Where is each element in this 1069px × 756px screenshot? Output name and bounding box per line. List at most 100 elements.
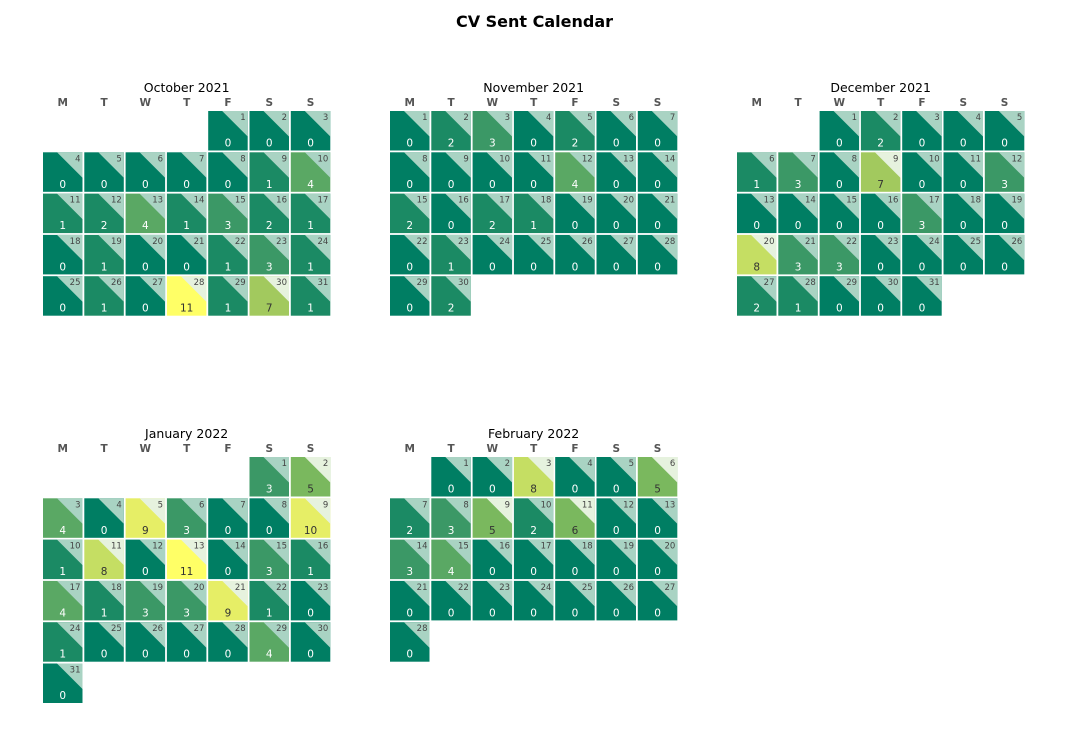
day-cell: 13 0: [737, 193, 777, 234]
day-value: 2: [877, 138, 884, 150]
day-corner: [998, 152, 1025, 178]
weekday-label: F: [224, 443, 231, 455]
day-value: 7: [877, 179, 884, 191]
day-corner: [751, 276, 777, 302]
day-cell: 29 1: [208, 276, 248, 316]
day-value: 0: [753, 220, 760, 232]
day-cell: 13 0: [637, 498, 678, 538]
day-cell: 22: [860, 111, 901, 151]
day-number: 12: [623, 500, 634, 510]
day-cell: 22: [431, 111, 471, 151]
day-corner: [445, 580, 471, 607]
weekday-label: T: [447, 97, 455, 109]
day-cell: 23 1: [431, 234, 471, 275]
day-corner: [957, 111, 983, 137]
day-corner: [445, 457, 471, 483]
day-number: 16: [888, 196, 899, 206]
day-number: 8: [463, 500, 468, 510]
day-number: 23: [888, 237, 899, 247]
day-number: 8: [282, 500, 287, 510]
day-corner: [222, 498, 248, 524]
day-value: 4: [307, 179, 314, 191]
day-cell: 25 0: [555, 580, 595, 621]
day-corner: [222, 622, 248, 648]
day-value: 0: [530, 138, 537, 150]
day-cell: 23 0: [290, 580, 331, 621]
day-number: 20: [152, 237, 163, 247]
day-cell: 28 1: [778, 276, 818, 316]
day-number: 17: [541, 542, 552, 552]
day-value: 0: [142, 179, 149, 191]
day-corner: [486, 580, 513, 607]
weekday-label: T: [794, 97, 802, 109]
day-cell: 29 0: [390, 276, 430, 316]
day-value: 0: [836, 179, 843, 191]
day-value: 0: [654, 220, 661, 232]
day-cell: 19 3: [125, 580, 166, 621]
day-cell: 26 0: [984, 234, 1025, 275]
day-cell: 18 0: [43, 234, 83, 275]
day-number: 10: [317, 154, 328, 164]
day-cell: 40: [84, 498, 124, 538]
day-cell: 13 11: [166, 539, 207, 580]
day-cell: 31 0: [43, 663, 83, 703]
day-corner: [98, 539, 124, 566]
day-value: 3: [266, 484, 273, 496]
day-cell: 59: [125, 498, 166, 538]
day-number: 13: [194, 542, 205, 552]
day-number: 21: [805, 237, 816, 247]
day-number: 22: [417, 237, 428, 247]
day-corner: [404, 539, 430, 566]
weekday-label: T: [100, 443, 108, 455]
day-cell: 20: [249, 111, 289, 151]
day-value: 0: [919, 261, 926, 273]
month-title: January 2022: [144, 426, 228, 441]
day-number: 15: [276, 542, 287, 552]
weekday-label: T: [877, 97, 885, 109]
day-number: 23: [276, 237, 287, 247]
day-value: 0: [613, 566, 620, 578]
day-value: 0: [572, 484, 579, 496]
day-value: 0: [572, 607, 579, 619]
day-cell: 12 4: [555, 152, 595, 192]
day-cell: 14 0: [637, 152, 678, 192]
day-cell: 80: [819, 152, 860, 192]
day-number: 11: [111, 542, 122, 552]
day-cell: 12 2: [84, 193, 124, 234]
day-corner: [304, 234, 331, 261]
day-cell: 21 0: [390, 580, 430, 621]
day-cell: 27 2: [737, 276, 777, 316]
day-corner: [651, 580, 678, 607]
day-number: 24: [317, 237, 328, 247]
day-corner: [139, 498, 166, 524]
day-corner: [222, 193, 248, 220]
day-value: 2: [266, 220, 273, 232]
day-cell: 23 0: [860, 234, 901, 275]
day-corner: [180, 539, 207, 566]
day-value: 1: [307, 261, 314, 273]
day-cell: 80: [208, 152, 248, 192]
day-number: 5: [116, 154, 121, 164]
weekday-label: F: [224, 97, 231, 109]
day-corner: [263, 234, 289, 261]
day-value: 0: [142, 261, 149, 273]
day-value: 0: [877, 303, 884, 315]
day-value: 1: [795, 303, 802, 315]
day-value: 1: [307, 566, 314, 578]
day-number: 23: [317, 583, 328, 593]
day-value: 1: [101, 607, 108, 619]
weekday-label: W: [834, 97, 846, 109]
day-cell: 9 10: [290, 498, 331, 538]
day-number: 12: [111, 196, 122, 206]
day-corner: [610, 457, 636, 483]
weekday-label: F: [571, 443, 578, 455]
day-number: 14: [664, 154, 675, 164]
day-number: 12: [1011, 154, 1022, 164]
day-value: 0: [795, 220, 802, 232]
day-cell: 60: [596, 111, 636, 151]
weekday-label: S: [1001, 97, 1009, 109]
day-number: 19: [582, 196, 593, 206]
